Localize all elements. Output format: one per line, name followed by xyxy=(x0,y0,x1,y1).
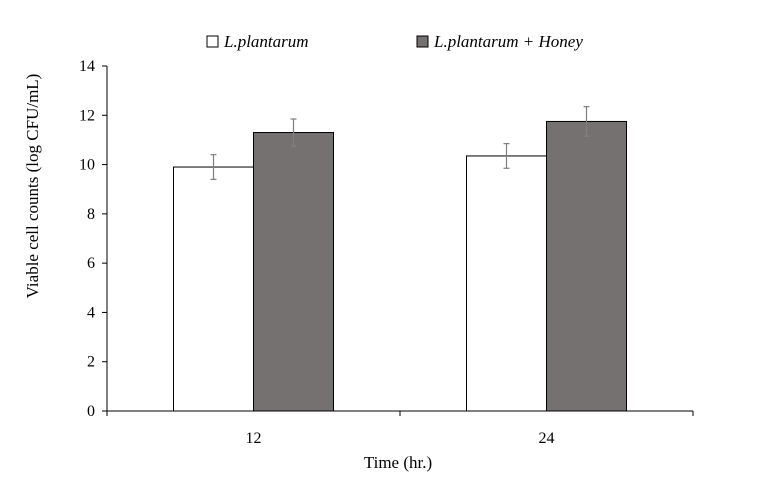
y-tick-label: 12 xyxy=(79,107,95,124)
x-axis-title: Time (hr.) xyxy=(364,453,432,472)
bar-l-plantarum-24 xyxy=(466,155,547,412)
error-bars-group xyxy=(210,106,590,180)
bars-group xyxy=(173,120,627,412)
y-axis-title: Viable cell counts (log CFU/mL) xyxy=(23,74,42,299)
bar-l-plantarum-honey-24 xyxy=(546,120,627,412)
legend-swatch-l-plantarum xyxy=(206,35,219,48)
legend-label-l-plantarum: L.plantarum xyxy=(223,32,309,51)
y-tick-label: 4 xyxy=(87,304,95,321)
y-tick-label: 0 xyxy=(87,403,95,420)
bar-l-plantarum-12 xyxy=(173,166,254,412)
y-tick-label: 10 xyxy=(79,157,95,174)
x-tick-label: 24 xyxy=(539,430,555,447)
y-tick-label: 8 xyxy=(87,206,95,223)
legend: L.plantarum L.plantarum + Honey xyxy=(206,32,583,51)
legend-swatch-l-plantarum-honey xyxy=(416,35,429,48)
legend-label-l-plantarum-honey: L.plantarum + Honey xyxy=(433,32,583,51)
x-tick-label: 12 xyxy=(246,430,262,447)
y-tick-label: 2 xyxy=(87,354,95,371)
y-tick-label: 14 xyxy=(79,58,95,75)
bar-l-plantarum-honey-12 xyxy=(253,132,334,412)
y-tick-label: 6 xyxy=(87,255,95,272)
